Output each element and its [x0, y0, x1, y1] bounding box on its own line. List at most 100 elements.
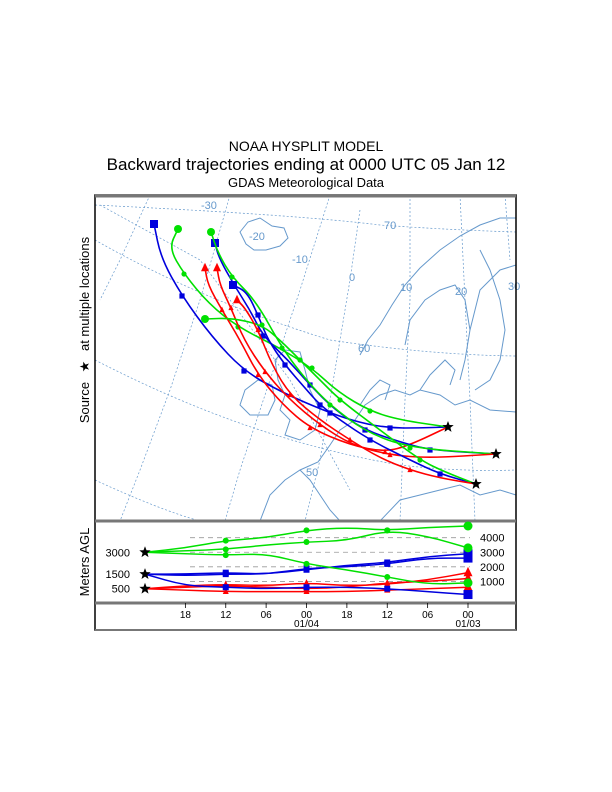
- start-star-icon: [139, 546, 151, 558]
- height-circle-marker: [463, 578, 473, 588]
- square-marker: [260, 333, 266, 339]
- square-marker: [367, 437, 373, 443]
- time-tick-label: 18: [341, 610, 353, 621]
- britain-outline: [274, 349, 321, 441]
- graticule: [94, 194, 517, 522]
- longitude-label: 0: [349, 272, 355, 284]
- square-marker: [179, 293, 185, 299]
- trajectory-start-circle-marker: [201, 315, 209, 323]
- coastlines: [239, 217, 517, 522]
- square-marker: [387, 425, 393, 431]
- height-circle-marker: [384, 527, 391, 534]
- circle-marker: [327, 402, 333, 408]
- height-square-marker: [384, 585, 391, 592]
- triangle-marker: [347, 436, 353, 443]
- trajectory-start-triangle-marker: [233, 294, 241, 304]
- longitude-label: -20: [249, 231, 265, 243]
- time-tick-label: 06: [261, 610, 273, 621]
- triangle-marker: [255, 326, 261, 333]
- meridian-line: [119, 194, 231, 522]
- trajectories: [150, 220, 502, 489]
- latitude-label: 70: [384, 220, 396, 232]
- triangle-marker: [255, 371, 261, 378]
- triangle-marker: [287, 391, 293, 398]
- height-circle-marker: [222, 552, 229, 559]
- iceland-outline: [239, 217, 289, 251]
- height-circle-marker: [222, 537, 229, 544]
- scandinavia-outline: [359, 217, 517, 381]
- svg-text:Source ★ at multip: Source ★ at multiple locations: [77, 236, 92, 423]
- square-marker: [241, 368, 247, 374]
- height-triangle-marker: [384, 578, 391, 586]
- star-icon: ★: [77, 361, 92, 373]
- height-circle-marker: [303, 539, 310, 546]
- start-star-icon: [139, 568, 151, 579]
- square-marker: [255, 312, 261, 318]
- source-rest: at multiple locations: [77, 236, 92, 351]
- time-tick-label: 12: [220, 610, 232, 621]
- circle-marker: [407, 445, 413, 451]
- square-marker: [427, 447, 433, 453]
- start-height-label: 3000: [106, 547, 130, 559]
- height-triangle-marker: [222, 587, 229, 595]
- finland-outline: [474, 249, 506, 391]
- circle-marker: [337, 397, 343, 403]
- height-triangle-marker: [463, 566, 473, 577]
- meridian-line: [304, 209, 361, 522]
- right-axis-tick-label: 2000: [480, 562, 504, 574]
- meridian-line: [399, 195, 411, 522]
- trajectory-green-2: [171, 228, 449, 428]
- circle-marker: [309, 365, 315, 371]
- square-marker: [282, 362, 288, 368]
- chart-subtitle: GDAS Meteorological Data: [227, 175, 385, 190]
- triangle-marker: [262, 368, 268, 375]
- square-marker: [437, 471, 443, 477]
- trajectory-start-square-marker: [150, 220, 158, 228]
- parallel-line: [94, 204, 517, 233]
- right-axis-tick-label: 3000: [480, 547, 504, 559]
- circle-marker: [259, 322, 265, 328]
- chart-title: Backward trajectories ending at 0000 UTC…: [106, 155, 506, 174]
- circle-marker: [367, 408, 373, 414]
- height-triangle-marker: [303, 578, 310, 586]
- triangle-marker: [228, 304, 234, 311]
- height-square-marker: [222, 571, 229, 578]
- source-label: Source ★ at multiple locations: [77, 236, 92, 423]
- baltic-outline: [419, 359, 456, 391]
- height-square-marker: [303, 565, 310, 572]
- longitude-label: 10: [400, 282, 412, 294]
- start-height-label: 500: [112, 584, 130, 596]
- map-panel: -30 -20 -10 0 10 20 30 70 60 50: [94, 194, 520, 522]
- square-marker: [317, 402, 323, 408]
- height-circle-marker: [463, 521, 473, 531]
- trajectory-blue-4: [214, 242, 497, 455]
- chart-title-model: NOAA HYSPLIT MODEL: [228, 138, 384, 154]
- meridian-line: [99, 204, 351, 491]
- start-star-icon: [139, 582, 151, 594]
- longitude-label: 20: [455, 286, 467, 298]
- circle-marker: [181, 271, 187, 277]
- triangle-marker: [307, 424, 313, 431]
- trajectory-blue-7: [232, 284, 477, 485]
- trajectory-start-triangle-marker: [201, 262, 209, 272]
- time-tick-label: 00: [462, 610, 474, 621]
- circle-marker: [229, 274, 235, 280]
- height-square-marker: [303, 584, 310, 591]
- source-star-icon: [442, 421, 454, 432]
- right-axis-tick-label: 1000: [480, 576, 504, 588]
- triangle-marker: [387, 451, 393, 458]
- height-square-marker: [463, 590, 473, 600]
- height-circle-marker: [222, 546, 229, 553]
- triangle-marker: [219, 306, 225, 313]
- time-tick-label: 06: [422, 610, 434, 621]
- longitude-label: -10: [292, 254, 308, 266]
- trajectory-start-square-marker: [229, 281, 237, 289]
- right-axis-tick-label: 4000: [480, 533, 504, 545]
- height-axis-label: Meters AGL: [77, 528, 92, 597]
- start-height-label: 1500: [106, 569, 130, 581]
- latitude-label: 60: [358, 343, 370, 355]
- triangle-marker: [407, 466, 413, 473]
- parallel-line: [94, 239, 517, 357]
